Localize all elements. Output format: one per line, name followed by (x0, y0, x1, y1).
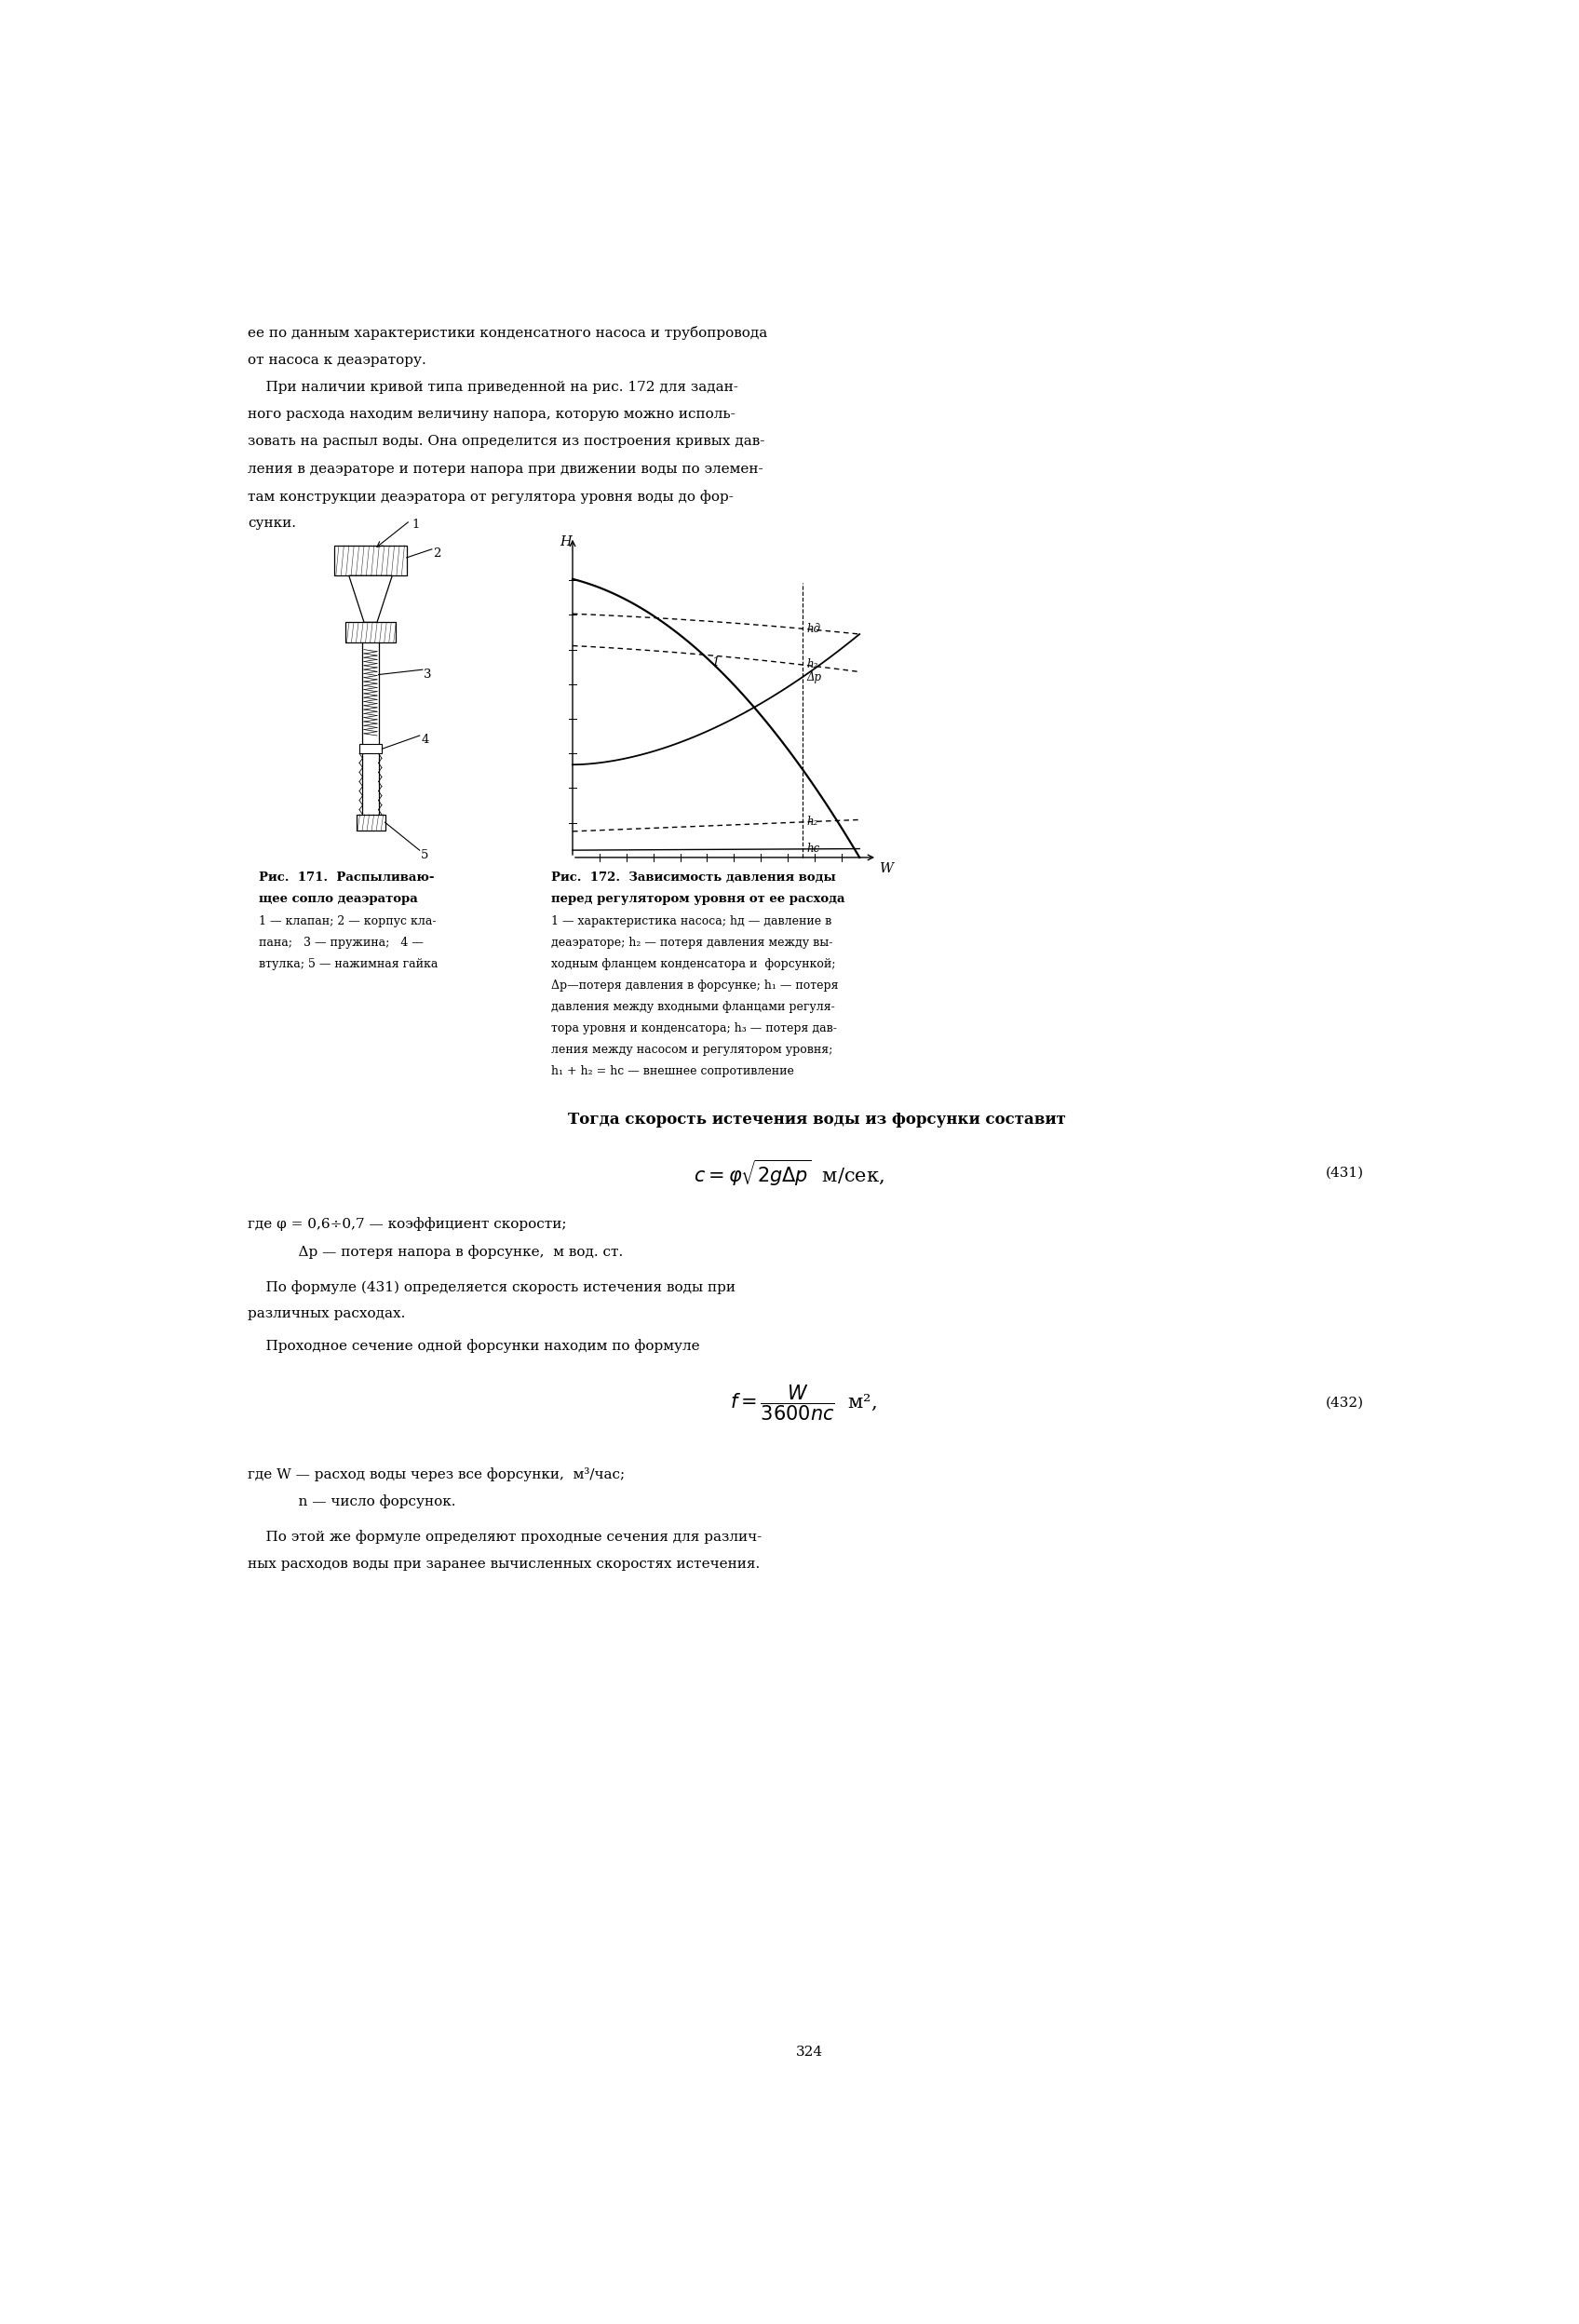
Text: По формуле (431) определяется скорость истечения воды при: По формуле (431) определяется скорость и… (248, 1281, 736, 1294)
Text: $f = \dfrac{W}{3600nc}$  м²,: $f = \dfrac{W}{3600nc}$ м², (729, 1383, 876, 1422)
Text: (432): (432) (1325, 1397, 1363, 1411)
Text: ления в деаэраторе и потери напора при движении воды по элемен-: ления в деаэраторе и потери напора при д… (248, 462, 763, 476)
Text: деаэраторе; h₂ — потеря давления между вы-: деаэраторе; h₂ — потеря давления между в… (551, 937, 832, 948)
Bar (346, 623, 396, 641)
Text: hc: hc (807, 844, 820, 855)
Text: 2: 2 (433, 548, 441, 560)
Text: 1: 1 (711, 655, 718, 669)
Text: По этой же формуле определяют проходные сечения для различ-: По этой же формуле определяют проходные … (248, 1529, 763, 1543)
Text: (431): (431) (1325, 1167, 1363, 1178)
Text: от насоса к деаэратору.: от насоса к деаэратору. (248, 353, 426, 367)
Text: W: W (878, 862, 892, 874)
Text: Δp—потеря давления в форсунке; h₁ — потеря: Δp—потеря давления в форсунке; h₁ — поте… (551, 978, 838, 992)
Text: h₁ + h₂ = hс — внешнее сопротивление: h₁ + h₂ = hс — внешнее сопротивление (551, 1064, 794, 1078)
Text: зовать на распыл воды. Она определится из построения кривых дав-: зовать на распыл воды. Она определится и… (248, 435, 764, 449)
Text: 1: 1 (412, 518, 420, 532)
Text: где φ = 0,6÷0,7 — коэффициент скорости;: где φ = 0,6÷0,7 — коэффициент скорости; (248, 1218, 567, 1232)
Text: 1 — характеристика насоса; hд — давление в: 1 — характеристика насоса; hд — давление… (551, 916, 832, 927)
Text: hд: hд (807, 623, 821, 634)
Text: $c = \varphi \sqrt{2g\Delta p}$  м/сек,: $c = \varphi \sqrt{2g\Delta p}$ м/сек, (693, 1157, 884, 1188)
Text: ее по данным характеристики конденсатного насоса и трубопровода: ее по данным характеристики конденсатног… (248, 325, 767, 339)
Text: тора уровня и конденсатора; h₃ — потеря дав-: тора уровня и конденсатора; h₃ — потеря … (551, 1023, 837, 1034)
Bar (358, 744, 382, 753)
Text: ления между насосом и регулятором уровня;: ления между насосом и регулятором уровня… (551, 1043, 832, 1055)
Text: 5: 5 (422, 848, 429, 860)
Text: где W — расход воды через все форсунки,  м³/час;: где W — расход воды через все форсунки, … (248, 1469, 625, 1483)
Text: сунки.: сунки. (248, 516, 297, 530)
Text: Проходное сечение одной форсунки находим по формуле: Проходное сечение одной форсунки находим… (248, 1339, 699, 1353)
Text: щее сопло деаэратора: щее сопло деаэратора (259, 892, 418, 906)
Text: 4: 4 (422, 734, 429, 746)
Text: различных расходах.: различных расходах. (248, 1308, 406, 1320)
Text: 1 — клапан; 2 — корпус кла-: 1 — клапан; 2 — корпус кла- (259, 916, 436, 927)
Text: h₂: h₂ (807, 816, 818, 827)
Text: ных расходов воды при заранее вычисленных скоростях истечения.: ных расходов воды при заранее вычисленны… (248, 1557, 759, 1571)
Text: ходным фланцем конденсатора и  форсункой;: ходным фланцем конденсатора и форсункой; (551, 957, 835, 969)
Text: n — число форсунок.: n — число форсунок. (281, 1494, 456, 1508)
Bar (357, 813, 385, 830)
Text: h₂: h₂ (807, 658, 818, 672)
Text: ного расхода находим величину напора, которую можно исполь-: ного расхода находим величину напора, ко… (248, 409, 736, 421)
Text: 3: 3 (423, 669, 431, 681)
Text: Рис.  172.  Зависимость давления воды: Рис. 172. Зависимость давления воды (551, 872, 835, 883)
Text: H: H (559, 535, 572, 548)
Text: Рис.  171.  Распыливаю-: Рис. 171. Распыливаю- (259, 872, 434, 883)
Text: перед регулятором уровня от ее расхода: перед регулятором уровня от ее расхода (551, 892, 845, 906)
Text: пана;   3 — пружина;   4 —: пана; 3 — пружина; 4 — (259, 937, 423, 948)
Text: Δp — потеря напора в форсунке,  м вод. ст.: Δp — потеря напора в форсунке, м вод. ст… (281, 1246, 624, 1260)
Text: давления между входными фланцами регуля-: давления между входными фланцами регуля- (551, 1002, 835, 1013)
Text: Δp: Δp (807, 672, 821, 683)
Text: втулка; 5 — нажимная гайка: втулка; 5 — нажимная гайка (259, 957, 437, 969)
Text: При наличии кривой типа приведенной на рис. 172 для задан-: При наличии кривой типа приведенной на р… (248, 381, 739, 393)
Polygon shape (349, 576, 392, 623)
Bar (335, 546, 407, 576)
Text: там конструкции деаэратора от регулятора уровня воды до фор-: там конструкции деаэратора от регулятора… (248, 490, 734, 504)
Text: Тогда скорость истечения воды из форсунки составит: Тогда скорость истечения воды из форсунк… (567, 1111, 1066, 1127)
Text: 324: 324 (796, 2045, 823, 2059)
